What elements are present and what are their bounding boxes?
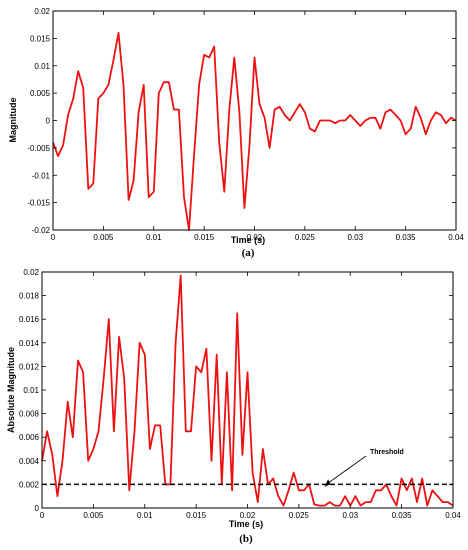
chart-panel-a: 0 0.005 0.01 0.015 0.02 0.025 0.03 0.035 0.04 -0.… (8, 7, 464, 259)
chart-a-x-axis-label: Time (s) (231, 235, 265, 245)
y-tick-label: -0.02 (32, 226, 51, 235)
y-tick-label: 0.005 (30, 89, 51, 98)
x-tick-label: 0.025 (289, 511, 310, 520)
x-tick-label: 0.03 (342, 511, 358, 520)
x-tick-label: 0.04 (445, 511, 461, 520)
x-tick-label: 0 (40, 511, 45, 520)
x-tick-label: 0.015 (186, 511, 207, 520)
x-tick-label: 0 (51, 233, 56, 242)
x-tick-label: 0.04 (448, 233, 464, 242)
y-tick-label: 0.015 (30, 34, 51, 43)
chart-b-panel-label: (b) (239, 533, 253, 545)
y-tick-label: 0.01 (34, 62, 50, 71)
x-tick-label: 0.025 (295, 233, 316, 242)
y-tick-label: 0.01 (23, 386, 39, 395)
chart-b-signal-line (41, 274, 454, 507)
y-tick-label: 0.008 (19, 410, 40, 419)
chart-a-panel-label: (a) (242, 247, 255, 259)
y-tick-label: 0.004 (19, 457, 40, 466)
y-tick-label: 0.02 (34, 7, 50, 16)
y-tick-label: 0 (35, 504, 40, 513)
chart-b-threshold-arrow (328, 455, 367, 484)
chart-b-ticks: 0 0.005 0.01 0.015 0.02 0.025 0.03 0.035 0.04 0 0.… (19, 268, 461, 520)
y-tick-label: 0.016 (19, 315, 40, 324)
y-tick-label: 0.014 (19, 339, 40, 348)
y-tick-label: 0.002 (19, 480, 40, 489)
x-tick-label: 0.02 (240, 511, 256, 520)
y-tick-label: 0.012 (19, 362, 40, 371)
chart-b-threshold-label: Threshold (370, 449, 404, 456)
y-tick-label: 0.02 (23, 268, 39, 277)
x-tick-label: 0.02 (247, 233, 263, 242)
x-tick-label: 0.01 (137, 511, 153, 520)
chart-b-x-axis-label: Time (s) (229, 519, 263, 529)
y-tick-label: 0 (46, 117, 51, 126)
chart-panel-b: 0 0.005 0.01 0.015 0.02 0.025 0.03 0.035 0.04 0 0.… (6, 268, 461, 545)
x-tick-label: 0.01 (146, 233, 162, 242)
chart-a-signal-line (52, 32, 457, 231)
x-tick-label: 0.035 (396, 233, 417, 242)
y-tick-label: 0.006 (19, 433, 40, 442)
x-tick-label: 0.015 (194, 233, 215, 242)
y-tick-label: -0.005 (27, 144, 50, 153)
x-tick-label: 0.005 (83, 511, 104, 520)
x-tick-label: 0.005 (93, 233, 114, 242)
chart-b-threshold-arrowhead (324, 479, 331, 487)
y-tick-label: 0.018 (19, 292, 40, 301)
chart-a-y-axis-label: Magnitude (8, 98, 18, 143)
y-tick-label: -0.01 (32, 171, 51, 180)
y-tick-label: -0.015 (27, 199, 50, 208)
chart-b-y-axis-label: Absolute Magnitude (6, 347, 16, 433)
x-tick-label: 0.035 (392, 511, 413, 520)
chart-a-ticks: 0 0.005 0.01 0.015 0.02 0.025 0.03 0.035 0.04 -0.… (27, 7, 464, 242)
x-tick-label: 0.03 (347, 233, 363, 242)
